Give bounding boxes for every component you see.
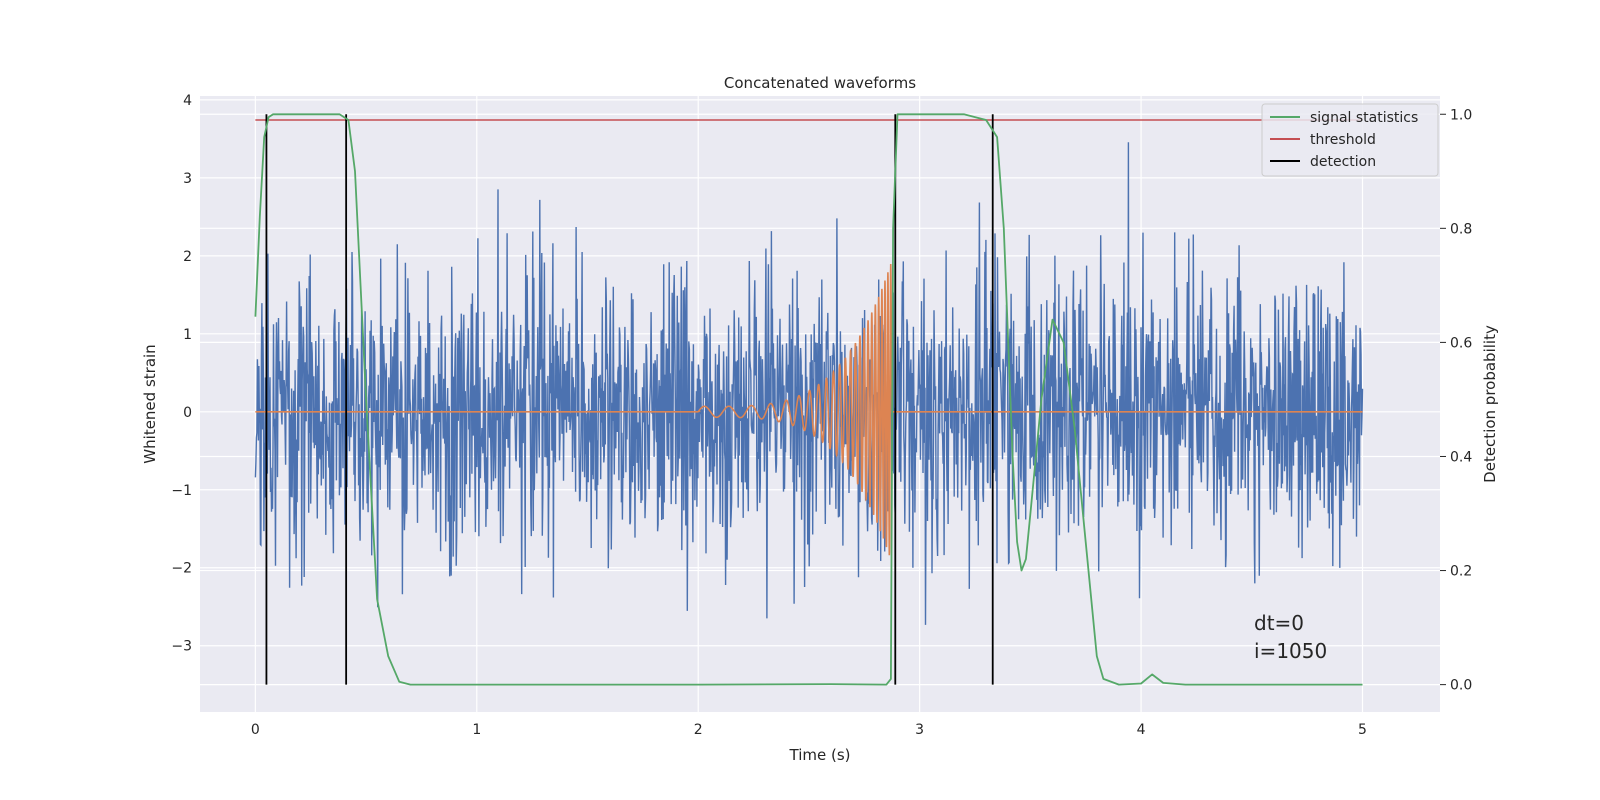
x-tick-label: 5 xyxy=(1358,722,1367,738)
y-tick-label: 2 xyxy=(183,249,192,265)
legend-box xyxy=(1261,103,1439,177)
chart-title: Concatenated waveforms xyxy=(724,74,916,92)
series-injection xyxy=(255,264,1363,556)
x-tick-label: 1 xyxy=(472,722,481,738)
y2-tick-label: 0.0 xyxy=(1450,678,1472,694)
legend-label-threshold: threshold xyxy=(1310,132,1376,148)
series-layer xyxy=(254,113,1364,686)
series-signal-statistics xyxy=(254,113,1363,686)
y-tick-label: 0 xyxy=(183,405,192,421)
y-tick-label: −1 xyxy=(171,483,192,499)
y-axis-label: Whitened strain xyxy=(141,344,159,463)
y2-tick-label: 0.4 xyxy=(1450,449,1472,465)
y2-tick-label: 0.8 xyxy=(1450,221,1472,237)
annotation-dt: dt=0 xyxy=(1254,611,1304,635)
y-tick-label: −3 xyxy=(171,639,192,655)
y-tick-label: 4 xyxy=(183,93,192,109)
legend-label-detection: detection xyxy=(1310,154,1376,170)
legend-label-signal-statistics: signal statistics xyxy=(1310,110,1418,126)
x-axis-label: Time (s) xyxy=(789,746,851,764)
y-tick-label: −2 xyxy=(171,561,192,577)
y2-tick-label: 0.2 xyxy=(1450,564,1472,580)
series-whitened-strain xyxy=(254,142,1364,625)
x-tick-label: 0 xyxy=(251,722,260,738)
x-tick-label: 2 xyxy=(694,722,703,738)
y2-tick-label: 0.6 xyxy=(1450,335,1472,351)
y-axis-right: 0.0 0.2 0.4 0.6 0.8 1.0 xyxy=(1440,107,1472,694)
annotation-i: i=1050 xyxy=(1254,639,1327,663)
y-tick-label: 1 xyxy=(183,327,192,343)
y-tick-label: 3 xyxy=(183,171,192,187)
x-axis: 0 1 2 3 4 5 xyxy=(251,722,1367,738)
y-axis-left: −3 −2 −1 0 1 2 3 4 xyxy=(171,93,192,655)
y2-axis-label: Detection probability xyxy=(1481,325,1499,483)
y2-tick-label: 1.0 xyxy=(1450,107,1472,123)
legend: signal statistics threshold detection xyxy=(1261,103,1439,177)
x-tick-label: 4 xyxy=(1137,722,1146,738)
x-tick-label: 3 xyxy=(915,722,924,738)
